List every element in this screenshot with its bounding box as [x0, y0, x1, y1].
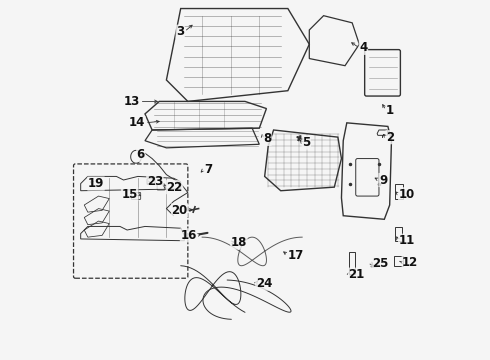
Text: 2: 2	[386, 131, 394, 144]
Text: 4: 4	[359, 41, 368, 54]
Text: 10: 10	[398, 188, 415, 201]
Text: 19: 19	[88, 177, 104, 190]
Text: 25: 25	[372, 257, 388, 270]
Bar	[395, 227, 402, 241]
Text: 24: 24	[256, 277, 272, 290]
Text: 12: 12	[402, 256, 418, 269]
Text: 8: 8	[263, 132, 271, 145]
Text: 3: 3	[176, 25, 184, 38]
Text: 23: 23	[147, 175, 163, 188]
Bar	[395, 184, 403, 199]
Text: 16: 16	[180, 229, 197, 242]
Text: 7: 7	[204, 163, 212, 176]
Text: 9: 9	[379, 174, 387, 186]
Text: 21: 21	[348, 268, 365, 281]
Text: 18: 18	[231, 236, 247, 249]
Text: 22: 22	[167, 181, 183, 194]
Text: 5: 5	[302, 136, 310, 149]
Text: 6: 6	[137, 148, 145, 162]
Text: 20: 20	[172, 204, 188, 217]
Text: 1: 1	[386, 104, 394, 117]
Text: 14: 14	[128, 116, 145, 129]
Text: 13: 13	[123, 95, 140, 108]
Text: 17: 17	[288, 248, 304, 261]
Bar	[348, 252, 355, 274]
Text: 11: 11	[398, 234, 415, 247]
Text: 15: 15	[122, 188, 138, 201]
Bar	[394, 256, 403, 266]
